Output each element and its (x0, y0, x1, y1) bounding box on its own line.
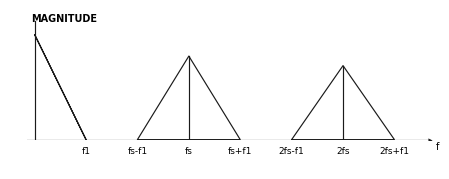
Text: MAGNITUDE: MAGNITUDE (31, 14, 97, 24)
Text: f: f (436, 142, 439, 152)
